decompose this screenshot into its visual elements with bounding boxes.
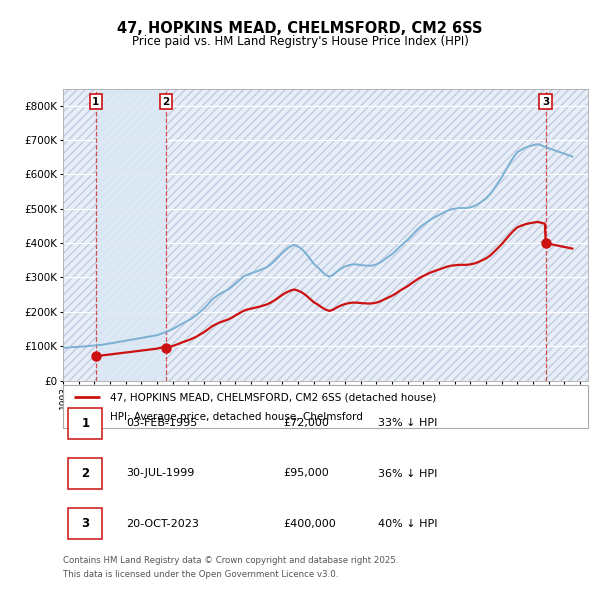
Text: 2: 2 bbox=[82, 467, 89, 480]
Text: 2: 2 bbox=[163, 97, 170, 107]
Bar bbox=[63, 88, 588, 381]
Text: £400,000: £400,000 bbox=[284, 519, 336, 529]
Text: 30-JUL-1999: 30-JUL-1999 bbox=[126, 468, 194, 478]
Text: 1: 1 bbox=[92, 97, 100, 107]
Text: 03-FEB-1995: 03-FEB-1995 bbox=[126, 418, 197, 428]
Bar bbox=[68, 408, 103, 439]
Bar bbox=[68, 458, 103, 489]
Text: 40% ↓ HPI: 40% ↓ HPI bbox=[378, 519, 437, 529]
Text: This data is licensed under the Open Government Licence v3.0.: This data is licensed under the Open Gov… bbox=[63, 570, 338, 579]
Text: HPI: Average price, detached house, Chelmsford: HPI: Average price, detached house, Chel… bbox=[110, 412, 363, 422]
Text: Price paid vs. HM Land Registry's House Price Index (HPI): Price paid vs. HM Land Registry's House … bbox=[131, 35, 469, 48]
Text: 47, HOPKINS MEAD, CHELMSFORD, CM2 6SS (detached house): 47, HOPKINS MEAD, CHELMSFORD, CM2 6SS (d… bbox=[110, 392, 437, 402]
Text: 36% ↓ HPI: 36% ↓ HPI bbox=[378, 468, 437, 478]
Text: 3: 3 bbox=[542, 97, 550, 107]
Text: £95,000: £95,000 bbox=[284, 468, 329, 478]
Text: Contains HM Land Registry data © Crown copyright and database right 2025.: Contains HM Land Registry data © Crown c… bbox=[63, 556, 398, 565]
Text: £72,000: £72,000 bbox=[284, 418, 329, 428]
Bar bbox=[96, 88, 166, 381]
Text: 20-OCT-2023: 20-OCT-2023 bbox=[126, 519, 199, 529]
Text: 3: 3 bbox=[82, 517, 89, 530]
Text: 1: 1 bbox=[82, 417, 89, 430]
Text: 47, HOPKINS MEAD, CHELMSFORD, CM2 6SS: 47, HOPKINS MEAD, CHELMSFORD, CM2 6SS bbox=[117, 21, 483, 35]
Text: 33% ↓ HPI: 33% ↓ HPI bbox=[378, 418, 437, 428]
Bar bbox=[68, 508, 103, 539]
